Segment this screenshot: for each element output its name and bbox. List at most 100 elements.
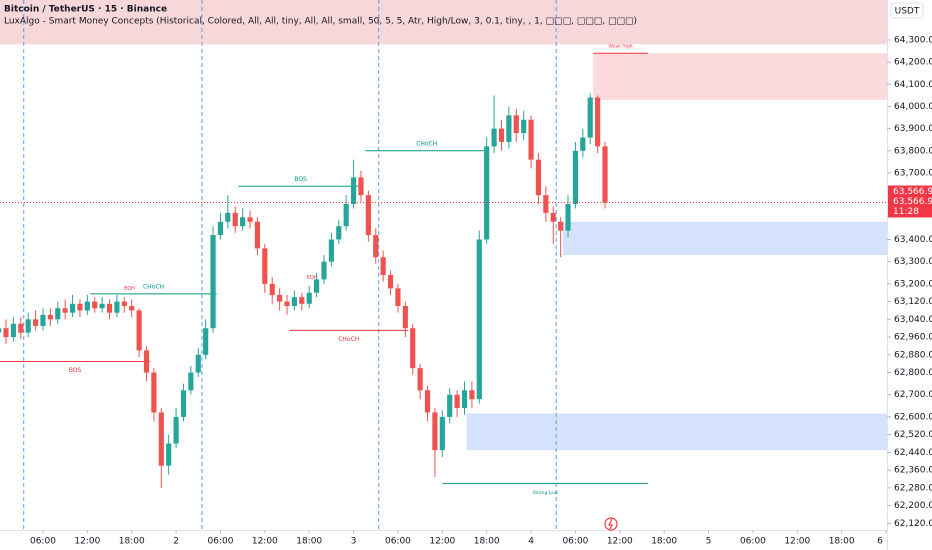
candle-body	[232, 212, 238, 227]
zone	[0, 0, 887, 45]
liquidity-tag: EQH	[124, 286, 135, 292]
candle-body	[417, 368, 423, 391]
candle-body	[188, 372, 194, 391]
currency-label[interactable]: USDT	[895, 7, 920, 17]
y-tick-label: 64,100.00	[894, 80, 932, 90]
candle-body	[498, 128, 505, 142]
candle-body	[402, 306, 408, 329]
zone	[593, 53, 887, 100]
candle-body	[306, 292, 312, 304]
candle-body	[18, 323, 24, 333]
structure-label: BOS	[294, 176, 307, 183]
candle-body	[314, 279, 320, 293]
y-tick-label: 62,700.00	[894, 390, 932, 400]
y-tick-label: 62,200.00	[894, 501, 932, 511]
candle-body	[380, 257, 386, 275]
replay-icon[interactable]	[604, 517, 618, 531]
candle-body	[40, 314, 46, 326]
price-tag-value: 63,566.94	[893, 187, 932, 197]
candle-body	[195, 354, 201, 373]
y-tick-label: 63,300.00	[894, 257, 932, 267]
y-tick-label: 63,040.00	[894, 315, 932, 325]
y-tick-label: 63,120.00	[894, 297, 932, 307]
y-tick-label: 62,360.00	[894, 466, 932, 476]
candle-body	[99, 303, 105, 309]
candle-body	[210, 235, 216, 329]
y-tick-label: 63,800.00	[894, 146, 932, 156]
candle-body	[484, 146, 490, 240]
y-tick-label: 62,520.00	[894, 430, 932, 440]
candle-body	[587, 97, 593, 138]
candle-body	[114, 301, 120, 313]
candle-body	[424, 390, 431, 413]
structure-label: Strong Low	[533, 490, 558, 496]
x-tick-label: 06:00	[562, 537, 588, 547]
x-tick-label: 18:00	[296, 537, 322, 547]
candle-body	[343, 204, 349, 227]
candle-body	[350, 177, 357, 205]
x-tick-label: 18:00	[651, 537, 677, 547]
candle-body	[550, 212, 556, 222]
candle-body	[166, 443, 172, 466]
zone	[562, 221, 887, 256]
x-tick-label: 06:00	[207, 537, 233, 547]
y-tick-label: 62,280.00	[894, 483, 932, 493]
y-tick-label: 62,120.00	[894, 519, 932, 529]
candle-body	[336, 226, 342, 240]
x-tick-label: 3	[351, 537, 357, 547]
y-tick-label: 63,900.00	[894, 124, 932, 134]
x-tick-label: 18:00	[829, 537, 855, 547]
candle-body	[262, 248, 268, 284]
y-tick-label: 62,440.00	[894, 448, 932, 458]
candle-body	[432, 412, 438, 451]
candle-body	[217, 221, 224, 236]
candle-body	[269, 283, 275, 295]
candle-body	[395, 288, 401, 307]
candle-body	[77, 303, 83, 311]
candle-body	[158, 412, 164, 466]
candle-body	[143, 350, 150, 373]
candle-body	[439, 416, 445, 451]
candle-body	[254, 221, 261, 249]
x-tick-label: 2	[173, 537, 179, 547]
candle-body	[180, 390, 187, 417]
structure-label: CHoCH	[143, 283, 164, 290]
x-tick-label: 06:00	[30, 537, 56, 547]
candle-body	[595, 97, 601, 147]
candle-body	[247, 217, 253, 222]
x-tick-label: 12:00	[252, 537, 278, 547]
y-tick-label: 64,300.00	[894, 35, 932, 45]
price-tag-value: 63,566.94	[893, 197, 932, 207]
y-tick-label: 63,700.00	[894, 168, 932, 178]
candle-body	[447, 394, 453, 417]
x-tick-label: 06:00	[385, 537, 411, 547]
candle-body	[387, 274, 394, 289]
candle-body	[521, 119, 527, 134]
candle-body	[528, 119, 534, 160]
candle-body	[365, 195, 371, 236]
candle-body	[299, 297, 305, 304]
x-tick-label: 12:00	[429, 537, 455, 547]
candle-body	[506, 115, 512, 142]
candle-body	[277, 294, 283, 302]
last-price-tag: 63,566.9463,566.9411:28	[888, 185, 932, 218]
x-tick-label: 12:00	[607, 537, 633, 547]
price-tag-bg	[888, 185, 932, 218]
candle-body	[3, 328, 9, 338]
candle-body	[0, 328, 2, 333]
currency-button[interactable]	[890, 2, 924, 19]
candle-body	[225, 212, 231, 222]
candle-body	[47, 314, 53, 320]
structure-label: CHoCH	[338, 336, 359, 343]
candle-body	[69, 303, 76, 313]
structure-label: BOS	[69, 367, 82, 374]
candle-body	[410, 328, 416, 369]
candle-body	[136, 310, 142, 351]
candle-body	[543, 195, 549, 213]
indicator-label[interactable]: LuxAlgo - Smart Money Concepts (Historic…	[4, 17, 637, 27]
x-tick-label: 5	[706, 537, 712, 547]
symbol-title[interactable]: Bitcoin / TetherUS · 15 · Binance	[4, 5, 167, 15]
zone	[466, 413, 887, 451]
candle-body	[10, 323, 16, 338]
